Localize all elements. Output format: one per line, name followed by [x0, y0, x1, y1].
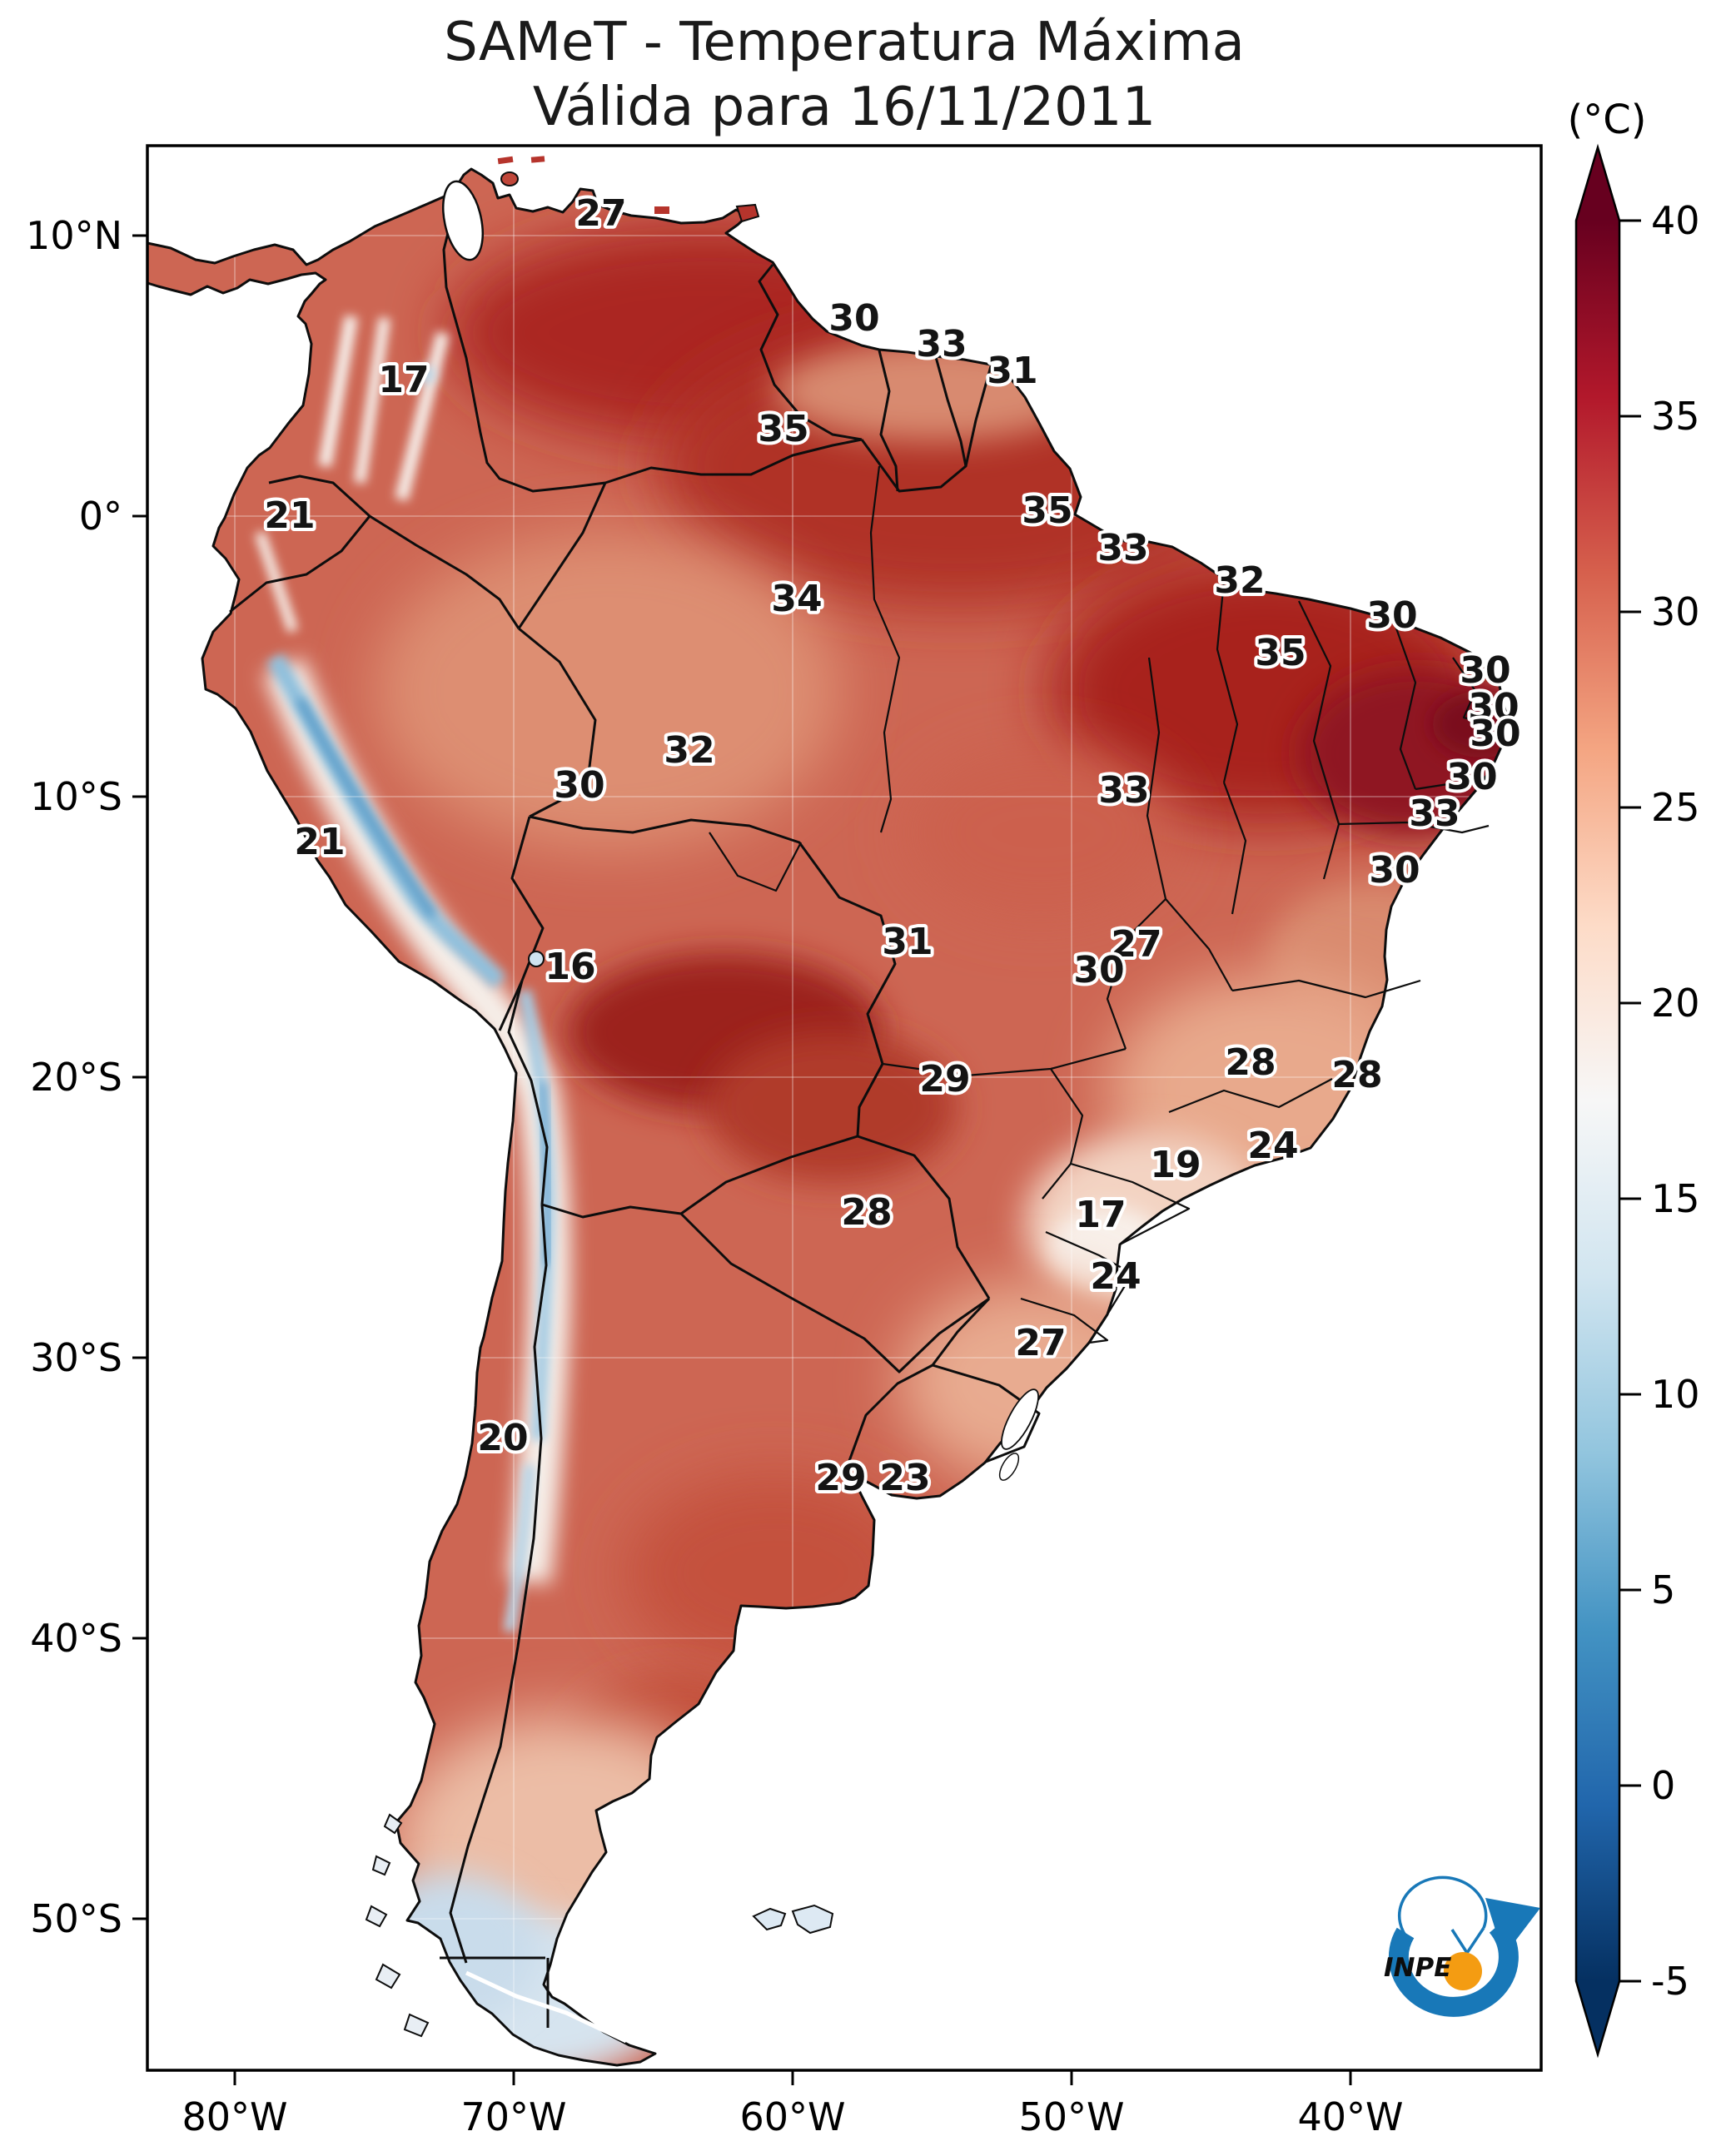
- colorbar: 40 35 30 25 20 15 10 5 0 -5 (°C): [1568, 97, 1700, 2059]
- colorbar-unit-label: (°C): [1568, 97, 1647, 143]
- falkland-east: [791, 1904, 834, 1935]
- inpe-logo-swoosh: [1388, 1920, 1519, 2017]
- falkland-west: [752, 1907, 787, 1931]
- colorbar-tick-label: 40: [1651, 198, 1700, 243]
- temperature-annotation: 28: [841, 1191, 892, 1234]
- temperature-annotation: 27: [1015, 1322, 1066, 1364]
- temperature-annotation: 30: [828, 297, 879, 340]
- temperature-annotation: 27: [575, 192, 626, 235]
- temperature-annotation: 35: [1255, 632, 1306, 674]
- y-tick-label: 0°: [79, 494, 122, 539]
- page-title: SAMeT - Temperatura Máxima: [444, 12, 1245, 73]
- temperature-annotation: 31: [882, 921, 933, 963]
- temperature-annotation: 30: [1468, 686, 1519, 728]
- temperature-annotation: 29: [815, 1457, 866, 1499]
- temperature-annotation: 30: [1073, 949, 1124, 991]
- x-tick-label: 40°W: [1297, 2094, 1403, 2139]
- x-tick-label: 50°W: [1018, 2094, 1124, 2139]
- lake-titicaca: [528, 951, 545, 967]
- island-margarita: [654, 206, 669, 214]
- temperature-annotation: 17: [1075, 1194, 1126, 1236]
- y-tick-label: 30°S: [30, 1335, 122, 1380]
- colorbar-tick-label: 35: [1651, 394, 1700, 439]
- y-tick-label: 10°N: [26, 213, 122, 258]
- temperature-annotation: 30: [554, 764, 604, 807]
- colorbar-tick-label: 5: [1651, 1567, 1675, 1612]
- x-tick-label: 60°W: [739, 2094, 845, 2139]
- colorbar-tick-label: 10: [1651, 1372, 1700, 1417]
- x-tick-label: 70°W: [460, 2094, 566, 2139]
- temperature-annotation: 35: [1022, 489, 1072, 532]
- magellan-strait: [465, 1970, 628, 2044]
- x-tick-label: 80°W: [182, 2094, 287, 2139]
- inpe-logo-thin-arrow: [1397, 1875, 1488, 1941]
- temperature-annotation: 27: [1111, 923, 1161, 966]
- temperature-annotation: 30: [1446, 756, 1497, 798]
- temperature-annotation: 31: [987, 350, 1037, 392]
- temperature-annotation: 24: [1247, 1125, 1298, 1167]
- page-subtitle: Válida para 16/11/2011: [533, 77, 1156, 138]
- y-tick-label: 10°S: [30, 774, 122, 819]
- colorbar-tick-label: 20: [1651, 981, 1700, 1026]
- temperature-annotation: 17: [378, 359, 429, 401]
- temperature-annotation: 30: [1470, 713, 1520, 755]
- temperature-annotation: 32: [1214, 559, 1265, 602]
- temperature-annotation: 30: [1366, 594, 1417, 637]
- latitude-axis: 10°N 0° 10°S 20°S 30°S 40°S 50°S: [26, 213, 147, 1941]
- colorbar-gradient-bar: [1574, 143, 1621, 2059]
- state-borders: [709, 465, 1500, 1344]
- colorbar-tick-label: 25: [1651, 785, 1700, 830]
- temperature-annotation: 35: [758, 408, 808, 450]
- inpe-logo-arrowhead: [1485, 1898, 1540, 1956]
- temperature-annotation: 23: [879, 1457, 930, 1499]
- y-tick-label: 50°S: [30, 1896, 122, 1941]
- colorbar-tick-label: -5: [1651, 1959, 1689, 2004]
- temperature-annotation: 21: [294, 821, 345, 863]
- patagonia-fjord-islands: [365, 1813, 430, 2038]
- temperature-annotation: 28: [1331, 1054, 1382, 1096]
- lagoa-mirim: [998, 1453, 1020, 1481]
- lakes-and-islands: [365, 156, 1039, 2044]
- island-bonaire: [530, 156, 545, 163]
- temperature-annotation: 34: [771, 578, 822, 620]
- lake-maracaibo: [442, 180, 484, 261]
- temperature-annotation: 21: [264, 494, 315, 537]
- axes-frame: [146, 144, 1543, 2072]
- inpe-logo: INPE: [1384, 1875, 1540, 2017]
- temperature-annotation: 33: [1097, 527, 1148, 569]
- inpe-logo-orange-ball: [1444, 1952, 1482, 1990]
- y-tick-label: 40°S: [30, 1616, 122, 1661]
- temperature-annotation: 30: [1460, 649, 1510, 692]
- temperature-annotation: 28: [1225, 1041, 1276, 1084]
- y-tick-label: 20°S: [30, 1055, 122, 1100]
- temperature-annotation: 30: [1369, 849, 1420, 892]
- temperature-annotation: 33: [1098, 769, 1149, 812]
- temperature-annotation: 16: [545, 946, 595, 988]
- colorbar-tick-label: 15: [1651, 1176, 1700, 1221]
- temperature-annotation: 33: [916, 323, 967, 365]
- island-curacao: [500, 171, 519, 186]
- colorbar-tick-label: 0: [1651, 1763, 1675, 1808]
- lagoa-dos-patos: [1001, 1388, 1039, 1450]
- island-trinidad: [735, 203, 760, 223]
- temperature-annotation: 20: [477, 1417, 528, 1459]
- island-aruba: [497, 156, 514, 165]
- temperature-annotation: 19: [1150, 1144, 1201, 1186]
- longitude-axis: 80°W 70°W 60°W 50°W 40°W: [182, 2070, 1404, 2139]
- temperature-annotation: 29: [919, 1058, 970, 1100]
- temperature-annotation: 24: [1090, 1255, 1141, 1298]
- temperature-annotation: 32: [664, 729, 714, 772]
- colorbar-ticks: 40 35 30 25 20 15 10 5 0 -5: [1619, 198, 1700, 2004]
- colorbar-tick-label: 30: [1651, 589, 1700, 634]
- temperature-annotation: 33: [1409, 792, 1460, 835]
- inpe-logo-text: INPE: [1384, 1953, 1451, 1983]
